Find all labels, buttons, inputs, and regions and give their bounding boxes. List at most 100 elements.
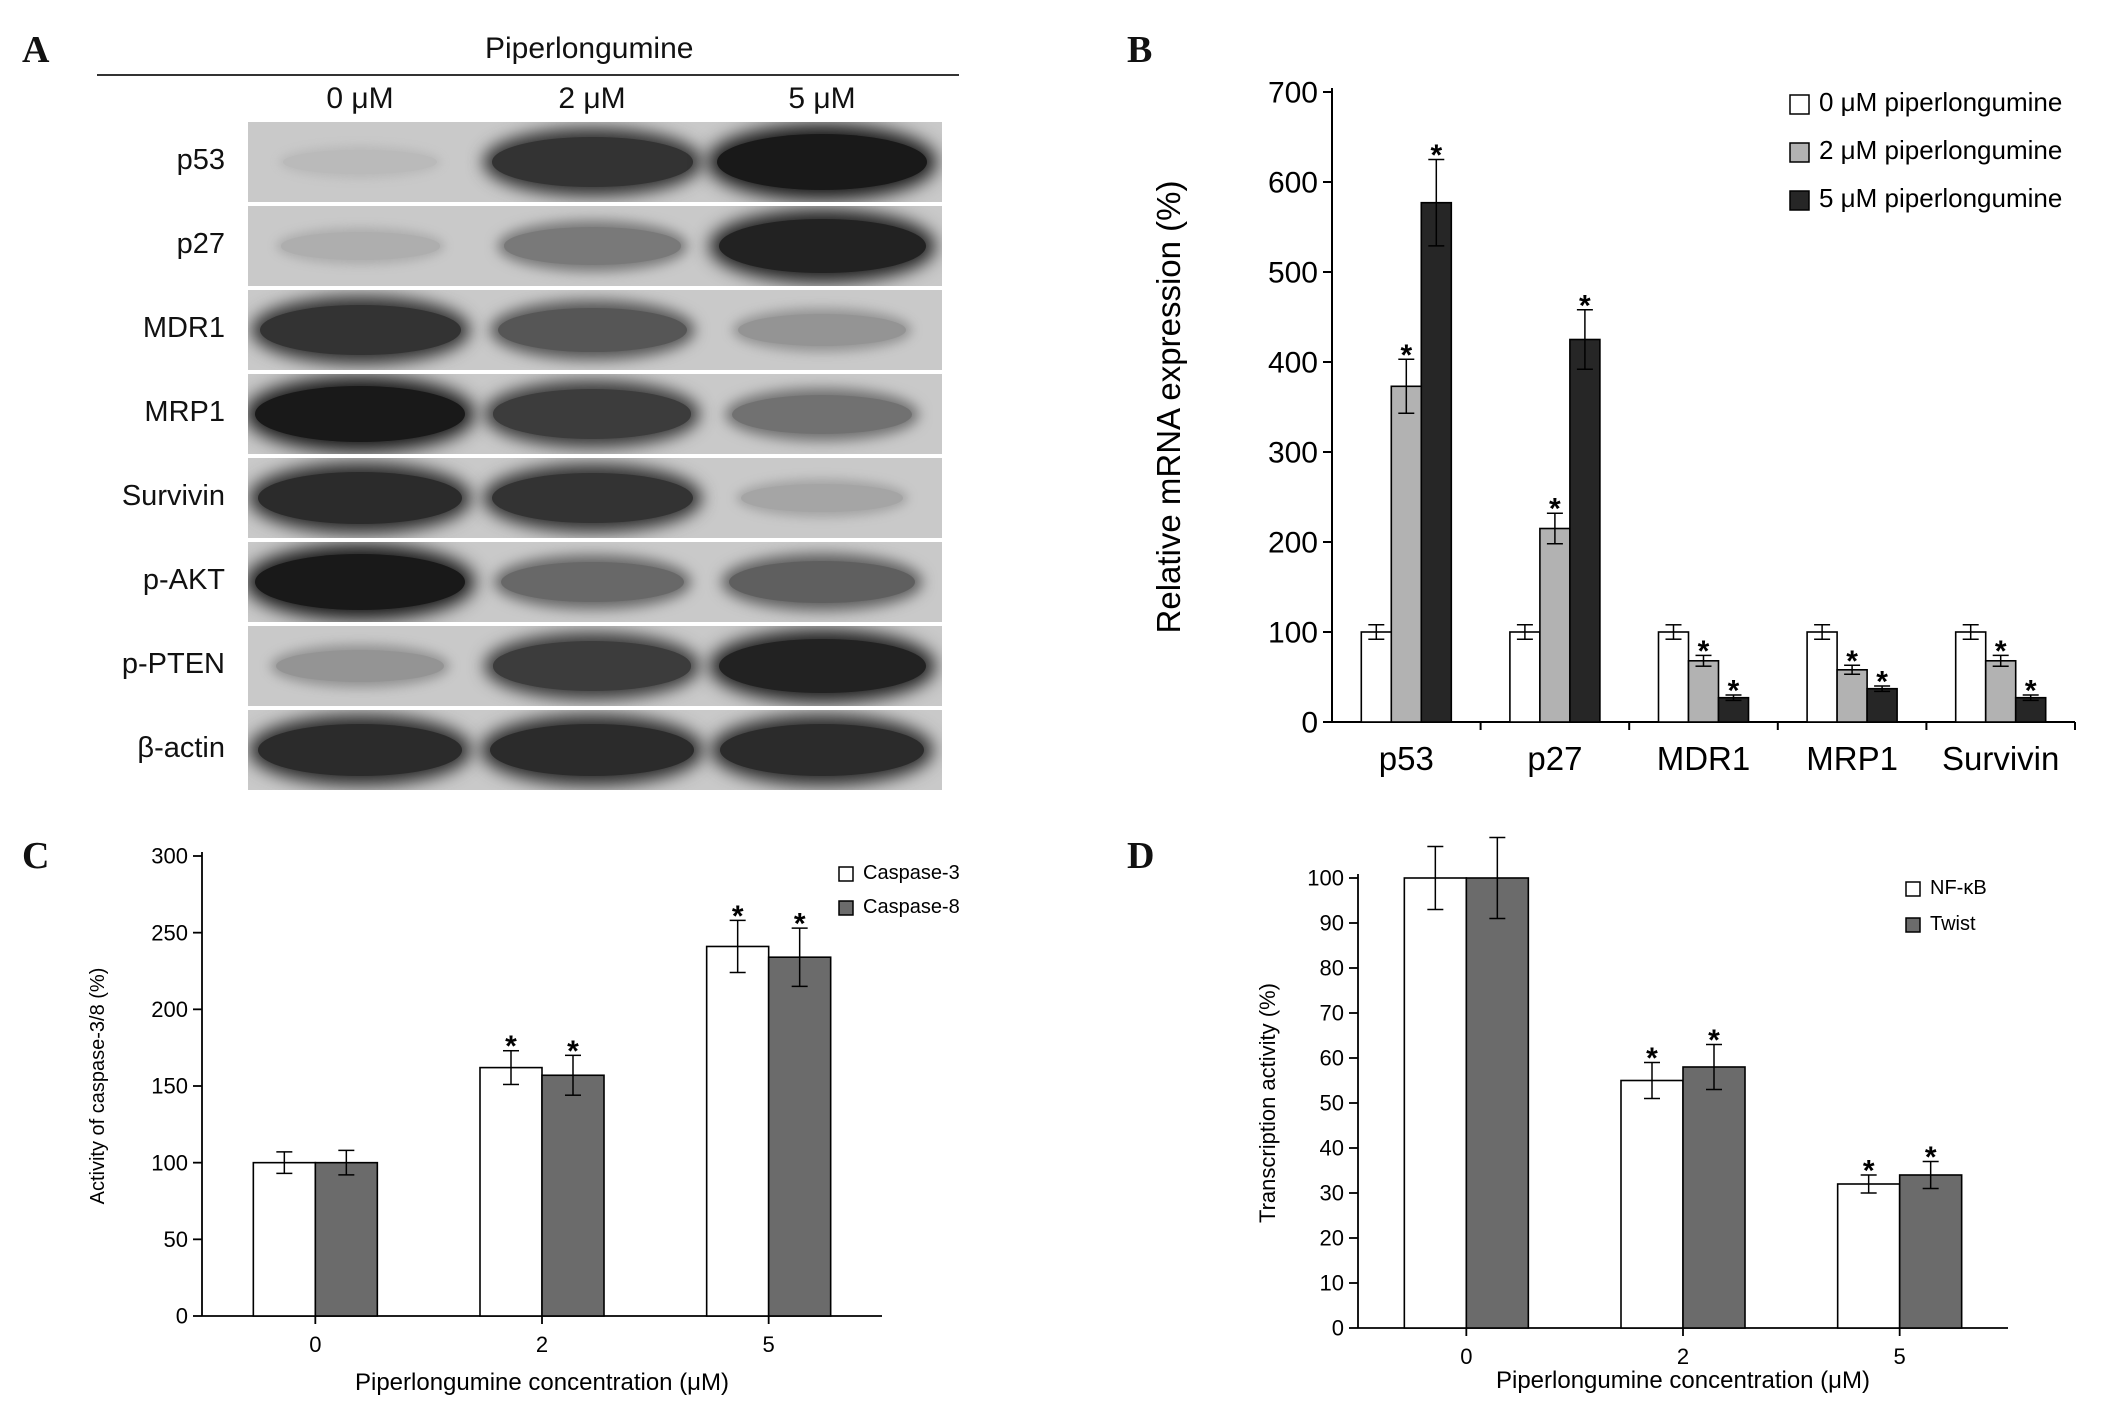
blot-band-3-1 [493,389,691,439]
y-tick-label: 500 [1268,257,1318,290]
y-tick-label: 80 [1320,956,1344,981]
significance-star: * [1925,1141,1937,1174]
y-tick-label: 0 [176,1304,188,1329]
legend-label-0: NF-κB [1930,877,1987,899]
x-category-label: 5 [763,1332,775,1357]
y-tick-label: 150 [151,1074,188,1099]
blot-label-1: p27 [176,228,225,260]
significance-star: * [1430,139,1442,172]
x-category-label: p53 [1379,740,1434,777]
bar-1-3 [1836,668,1868,723]
blot-label-6: p-PTEN [121,648,225,680]
blot-strip-5 [248,542,942,622]
chart-c-caspase-activity: 0 50 100 150 200 250 300 0 2 5 * * * * Activity of cas… [87,844,960,1396]
y-tick-label: 700 [1268,77,1318,110]
bar-2-1 [1569,338,1601,723]
legend-swatch-0 [838,866,854,882]
bar-0-1 [1509,631,1541,723]
bar-0-2 [705,945,770,1317]
y-tick-label: 250 [151,920,188,945]
blot-label-2: MDR1 [142,312,225,344]
blot-label-4: Survivin [121,480,225,512]
bar-1-2 [1687,659,1720,723]
blot-label-7: β-actin [137,732,225,764]
y-tick-label: 70 [1320,1001,1344,1026]
blot-band-1-0 [280,232,440,260]
x-category-label: MDR1 [1657,740,1751,777]
legend-swatch-0 [1905,881,1921,897]
y-tick-label: 400 [1268,347,1318,380]
bar-0-2 [1657,631,1690,723]
y-axis-label: Activity of caspase-3/8 (%) [87,968,109,1205]
legend-swatch-0 [1789,94,1810,115]
blot-band-0-1 [491,136,693,188]
y-tick-label: 10 [1320,1271,1344,1296]
western-blot-panel: Piperlongumine 0 μM 2 μM 5 μM p53 p27 MDR1… [0,0,1000,800]
blot-band-3-0 [255,386,465,442]
legend-label-1: Twist [1930,913,1976,935]
y-tick-label: 0 [1301,707,1318,740]
blot-band-6-2 [718,638,926,694]
blot-band-4-2 [741,483,903,513]
bar-1-4 [1984,659,2017,723]
x-axis-label: Piperlongumine concentration (μM) [1496,1367,1870,1394]
y-tick-label: 0 [1332,1316,1344,1341]
bar-1-1 [1539,527,1571,723]
blot-band-4-1 [491,472,693,524]
significance-star: * [1876,666,1888,699]
blot-band-3-2 [732,394,912,434]
chart-d-transcription-activity: 0 10 20 30 40 50 60 70 80 90 100 0 2 5 * * * * Transcripti… [1255,836,2008,1394]
y-tick-label: 200 [151,997,188,1022]
significance-star: * [1549,493,1561,526]
bar-0-4 [1954,631,1987,723]
panel-letter-d: D [1127,835,1155,877]
significance-star: * [505,1030,517,1063]
x-category-label: Survivin [1942,740,2059,777]
blot-strip-4 [248,458,942,538]
significance-star: * [567,1035,579,1068]
blot-band-5-2 [729,560,915,604]
significance-star: * [1708,1024,1720,1057]
legend-swatch-1 [1789,142,1810,163]
blot-strip-6 [248,626,942,706]
bar-1-2 [767,956,832,1317]
y-tick-label: 50 [1320,1091,1344,1116]
x-category-label: 5 [1894,1344,1906,1369]
blot-label-3: MRP1 [144,396,225,428]
bar-0-2 [1836,1183,1901,1329]
bar-0-0 [1403,877,1468,1329]
blot-band-1-2 [718,218,926,274]
significance-star: * [1846,645,1858,678]
y-tick-label: 40 [1320,1136,1344,1161]
blot-band-0-0 [282,149,438,175]
legend-label-2: 5 μM piperlongumine [1819,183,2062,213]
x-category-label: p27 [1527,740,1582,777]
x-category-label: 0 [309,1332,321,1357]
blot-label-5: p-AKT [142,564,225,596]
blot-band-1-1 [503,227,681,265]
blot-band-7-1 [490,723,694,777]
y-tick-label: 300 [1268,437,1318,470]
y-tick-label: 300 [151,844,188,869]
blot-band-6-0 [276,649,444,683]
blot-band-7-2 [720,723,924,777]
x-category-label: MRP1 [1806,740,1898,777]
significance-star: * [1995,635,2007,668]
legend-label-0: 0 μM piperlongumine [1819,87,2062,117]
bar-0-0 [1360,631,1393,723]
significance-star: * [1698,635,1710,668]
y-tick-label: 100 [1307,866,1344,891]
significance-star: * [1863,1155,1875,1188]
blot-band-2-1 [497,307,687,353]
y-tick-label: 20 [1320,1226,1344,1251]
panel-letter-a: A [22,29,50,71]
x-axis-label: Piperlongumine concentration (μM) [355,1369,729,1396]
blot-band-5-0 [255,554,465,610]
panel-letter-b: B [1127,29,1153,71]
blot-title: Piperlongumine [485,32,694,65]
y-tick-label: 90 [1320,911,1344,936]
significance-star: * [1728,675,1740,708]
blot-strip-0 [248,122,942,202]
legend-label-1: 2 μM piperlongumine [1819,135,2062,165]
